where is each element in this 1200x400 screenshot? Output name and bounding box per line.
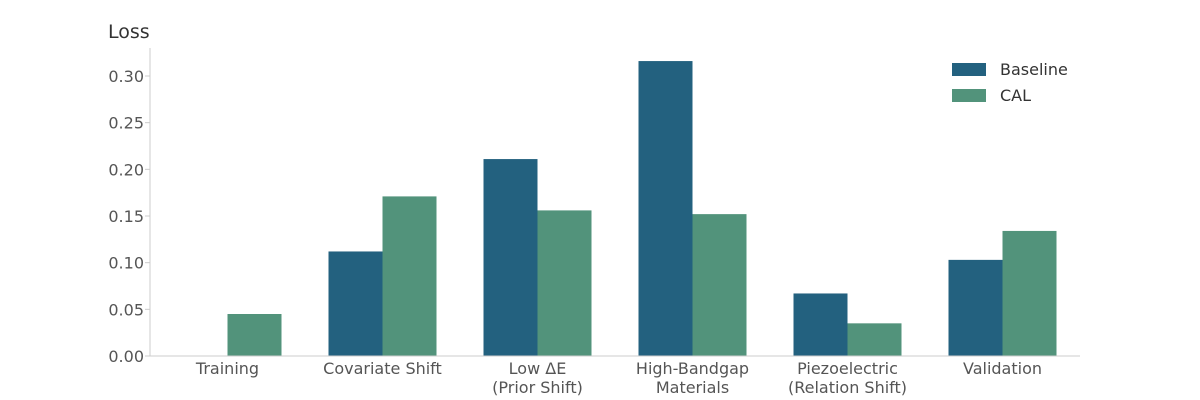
y-tick-label: 0.00: [108, 347, 144, 366]
x-tick-label: Low ΔE (Prior Shift): [492, 359, 583, 397]
legend-label-baseline: Baseline: [1000, 60, 1068, 79]
legend-label-cal: CAL: [1000, 86, 1031, 105]
bars: [227, 61, 1057, 357]
bar-baseline-4: [793, 293, 848, 356]
bar-cal-0: [227, 314, 282, 356]
y-tick-label: 0.20: [108, 160, 144, 179]
y-tick-label: 0.25: [108, 114, 144, 133]
bar-cal-3: [692, 214, 747, 356]
x-tick-label: High-Bandgap Materials: [636, 359, 749, 397]
legend: Baseline CAL: [952, 60, 1068, 105]
y-axis-label: Loss: [108, 21, 150, 43]
bar-baseline-2: [483, 159, 538, 356]
y-tick-label: 0.15: [108, 207, 144, 226]
y-tick-label: 0.10: [108, 254, 144, 273]
bar-cal-1: [382, 196, 437, 356]
x-tick-label: Training: [195, 359, 259, 378]
x-tick-label: Covariate Shift: [323, 359, 442, 378]
legend-swatch-baseline: [952, 63, 986, 76]
bar-cal-4: [847, 323, 902, 356]
x-tick-label: Piezoelectric (Relation Shift): [788, 359, 907, 397]
bar-baseline-1: [328, 251, 383, 356]
x-axis: Training Covariate Shift Low ΔE (Prior Shif…: [150, 355, 1080, 397]
y-axis: 0.00 0.05 0.10 0.15 0.20 0.25 0.30: [108, 48, 151, 366]
legend-swatch-cal: [952, 89, 986, 102]
bar-cal-2: [537, 210, 592, 356]
y-tick-label: 0.30: [108, 67, 144, 86]
y-tick-label: 0.05: [108, 300, 144, 319]
x-tick-label: Validation: [963, 359, 1042, 378]
bar-baseline-5: [948, 259, 1003, 356]
bar-baseline-3: [638, 61, 693, 357]
bar-cal-5: [1002, 230, 1057, 356]
